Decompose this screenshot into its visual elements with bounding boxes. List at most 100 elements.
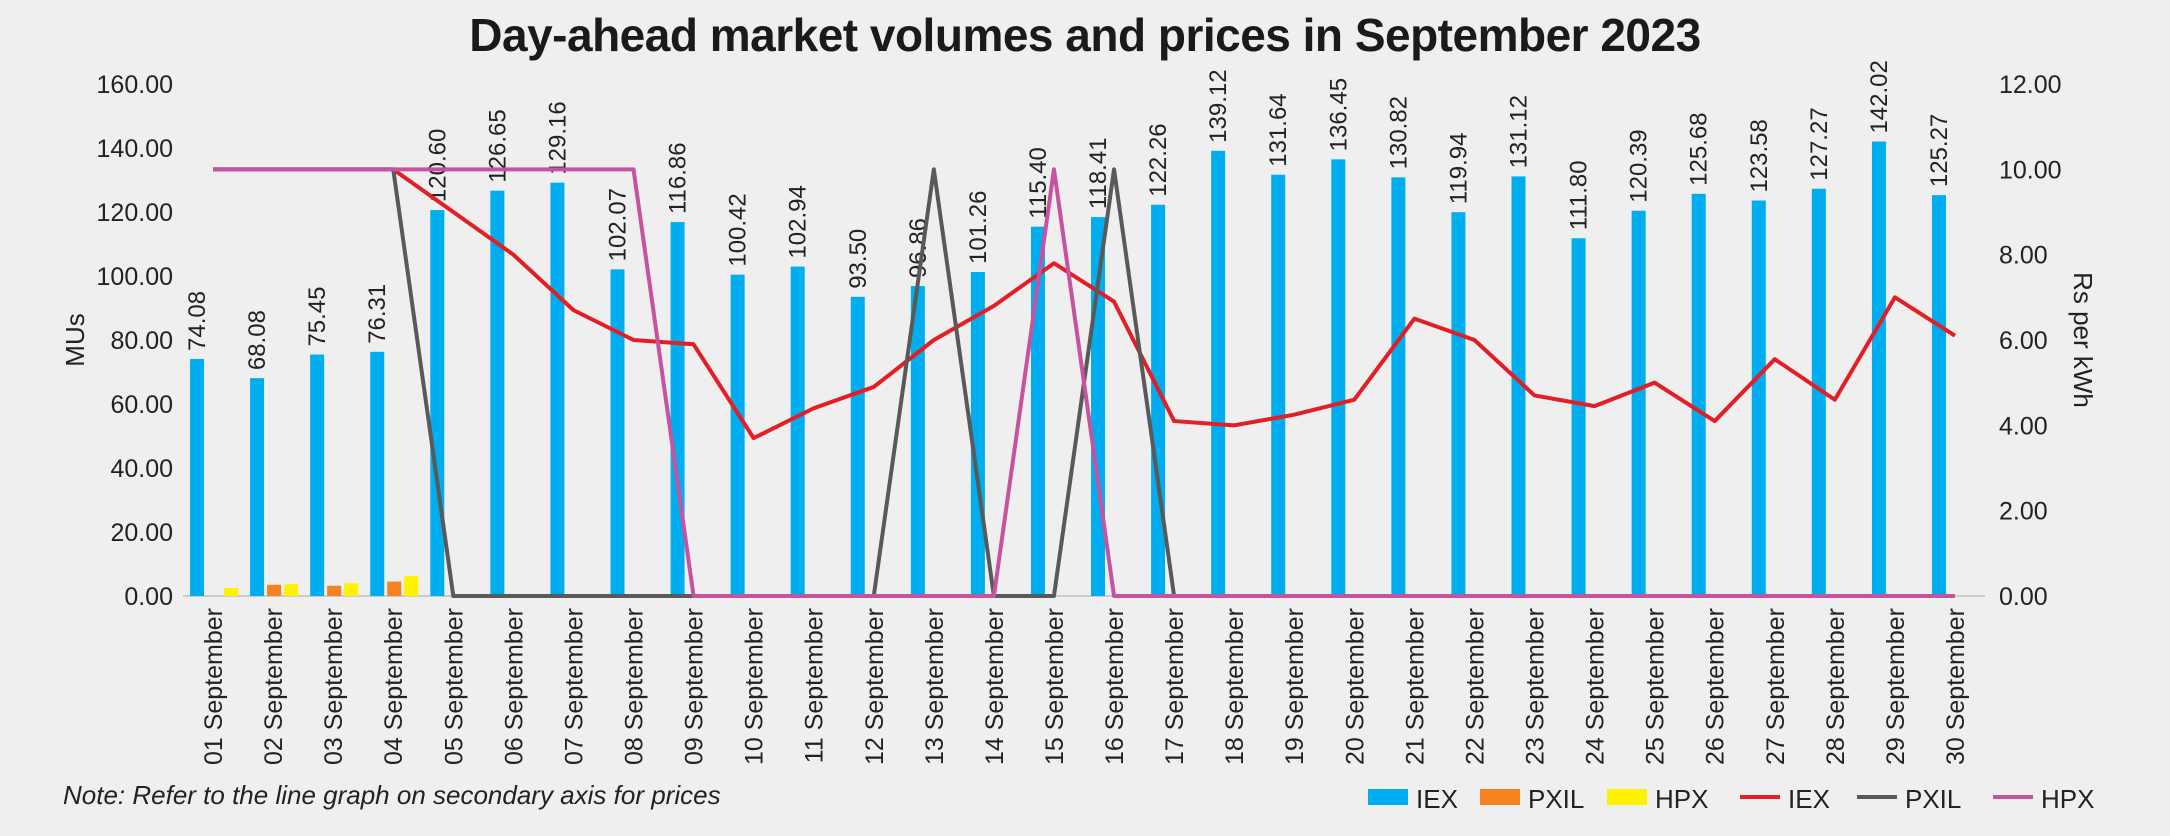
x-tick-label: 14 September [981, 608, 1009, 765]
bar-iex-26 [1691, 193, 1706, 596]
bar-data-label: 76.31 [364, 284, 391, 344]
x-tick-label: 01 September [200, 608, 228, 765]
y2-tick-label: 6.00 [1999, 327, 2048, 355]
bar-data-label: 101.26 [965, 191, 992, 264]
x-tick-label: 23 September [1522, 608, 1550, 765]
bar-iex-13 [910, 286, 925, 596]
bar-data-label: 102.07 [605, 188, 632, 261]
bar-data-label: 119.94 [1445, 133, 1472, 205]
line-hpx-price [213, 167, 1955, 598]
bar-hpx-4 [404, 576, 419, 596]
x-tick-label: 02 September [260, 608, 288, 765]
bar-data-label: 139.12 [1205, 69, 1232, 142]
legend-label: PXIL [1528, 784, 1584, 814]
bar-iex-27 [1751, 200, 1766, 596]
bar-data-label: 74.08 [184, 291, 211, 351]
x-tick-label: 07 September [560, 608, 588, 765]
x-tick-label: 28 September [1822, 608, 1850, 765]
x-tick-label: 13 September [921, 608, 949, 765]
y-tick-label: 60.00 [110, 391, 173, 419]
bar-data-label: 120.60 [424, 129, 451, 202]
bar-data-label: 136.45 [1325, 78, 1352, 151]
x-tick-label: 15 September [1041, 608, 1069, 765]
y-tick-label: 0.00 [124, 583, 173, 611]
bar-iex-24 [1571, 238, 1586, 597]
bar-hpx-2 [284, 584, 299, 596]
bar-iex-5 [430, 210, 445, 596]
bar-data-label: 122.26 [1145, 123, 1172, 196]
x-tick-label: 27 September [1762, 608, 1790, 765]
bar-iex-4 [370, 351, 385, 596]
x-tick-label: 29 September [1882, 608, 1910, 765]
bar-iex-10 [730, 274, 745, 596]
legend-label: PXIL [1905, 784, 1961, 814]
bar-iex-18 [1211, 150, 1226, 597]
bar-iex-28 [1811, 188, 1826, 596]
legend-swatch-bar-hpx [1607, 789, 1647, 805]
bar-iex-8 [610, 269, 625, 596]
y-axis-title: MUs [60, 313, 90, 366]
legend-swatch-bar-iex [1368, 789, 1408, 805]
bar-data-label: 118.41 [1085, 137, 1112, 209]
x-tick-label: 04 September [380, 608, 408, 765]
bar-iex-7 [550, 182, 565, 597]
bar-data-label: 123.58 [1746, 119, 1773, 192]
x-tick-label: 08 September [621, 608, 649, 765]
bar-data-label: 125.27 [1926, 114, 1953, 187]
x-tick-label: 03 September [320, 608, 348, 765]
bar-iex-20 [1331, 159, 1346, 597]
x-tick-label: 21 September [1401, 608, 1429, 765]
bar-data-label: 102.94 [785, 185, 812, 258]
x-tick-label: 30 September [1942, 608, 1970, 765]
bar-pxil-2 [267, 584, 282, 596]
y2-tick-label: 0.00 [1999, 583, 2048, 611]
bar-iex-9 [670, 222, 685, 596]
bar-iex-30 [1931, 195, 1946, 597]
chart-note: Note: Refer to the line graph on seconda… [63, 780, 721, 810]
x-tick-label: 11 September [801, 608, 829, 763]
bar-hpx-1 [224, 588, 239, 596]
bar-data-label: 116.86 [665, 142, 692, 214]
y-tick-label: 80.00 [110, 327, 173, 355]
bar-data-label: 120.39 [1626, 129, 1653, 202]
legend-label: HPX [2041, 784, 2094, 814]
x-tick-label: 10 September [741, 608, 769, 765]
y2-axis-title: Rs per kWh [2068, 272, 2098, 408]
x-tick-label: 16 September [1101, 608, 1129, 765]
bar-data-label: 142.02 [1866, 60, 1893, 133]
legend-label: HPX [1655, 784, 1708, 814]
bar-data-label: 111.80 [1566, 160, 1593, 230]
x-tick-label: 24 September [1582, 608, 1610, 765]
x-tick-label: 17 September [1161, 608, 1189, 765]
bar-data-label: 127.27 [1806, 107, 1833, 180]
bar-data-label: 131.64 [1265, 93, 1292, 166]
bar-iex-29 [1871, 141, 1886, 596]
bar-data-label: 126.65 [484, 109, 511, 182]
y2-tick-label: 8.00 [1999, 242, 2048, 270]
bar-pxil-3 [327, 585, 342, 596]
bar-data-label: 100.42 [725, 193, 752, 266]
bar-iex-6 [490, 190, 505, 596]
bar-data-label: 75.45 [304, 286, 331, 346]
legend-label: IEX [1416, 784, 1458, 814]
bar-iex-12 [850, 296, 865, 596]
bar-iex-25 [1631, 210, 1646, 596]
x-tick-label: 05 September [440, 608, 468, 765]
x-tick-label: 20 September [1341, 608, 1369, 765]
bar-iex-22 [1451, 212, 1466, 596]
x-tick-label: 22 September [1461, 608, 1489, 765]
bar-iex-11 [790, 266, 805, 596]
bar-data-label: 125.68 [1686, 112, 1713, 185]
bar-iex-19 [1271, 174, 1286, 596]
x-tick-label: 12 September [861, 608, 889, 765]
bar-hpx-3 [344, 583, 359, 596]
bar-iex-3 [310, 354, 325, 596]
y-tick-label: 160.00 [97, 71, 173, 99]
y-tick-label: 40.00 [110, 455, 173, 483]
bar-data-label: 68.08 [244, 310, 271, 370]
y2-tick-label: 10.00 [1999, 156, 2062, 184]
bar-iex-21 [1391, 177, 1406, 596]
x-tick-label: 25 September [1642, 608, 1670, 765]
